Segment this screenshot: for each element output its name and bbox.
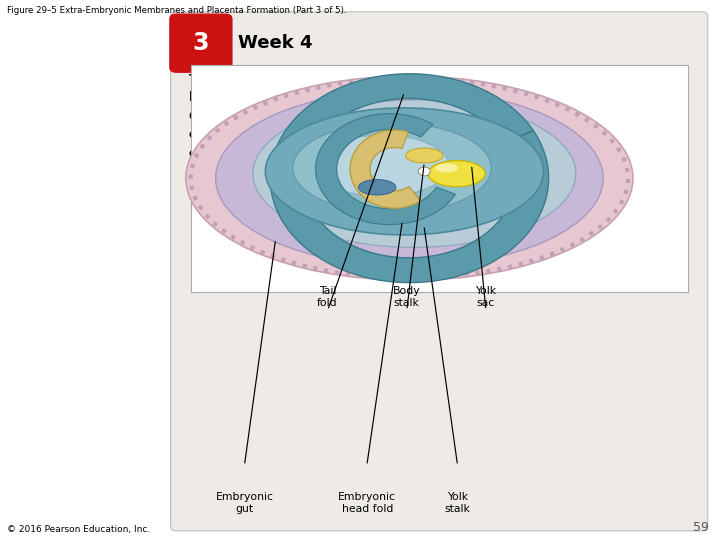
Ellipse shape: [253, 100, 576, 247]
FancyBboxPatch shape: [169, 14, 233, 73]
Ellipse shape: [292, 123, 491, 213]
Text: Yolk
stalk: Yolk stalk: [444, 492, 470, 514]
Bar: [191, 65, 688, 292]
Text: 59: 59: [693, 521, 709, 534]
Text: Body
stalk: Body stalk: [393, 286, 420, 308]
Polygon shape: [270, 74, 549, 282]
Text: Week 4: Week 4: [238, 34, 312, 52]
Ellipse shape: [186, 76, 633, 280]
Ellipse shape: [216, 90, 603, 267]
Text: Embryonic
gut: Embryonic gut: [216, 492, 274, 514]
Text: Embryonic
head fold: Embryonic head fold: [338, 492, 396, 514]
Text: © 2016 Pearson Education, Inc.: © 2016 Pearson Education, Inc.: [7, 524, 150, 534]
Ellipse shape: [315, 135, 449, 197]
Text: The embryo now has a
head fold and a tail fold.
Constriction of the
connections : The embryo now has a head fold and a tai…: [189, 73, 390, 197]
FancyBboxPatch shape: [171, 12, 708, 531]
Ellipse shape: [359, 180, 396, 195]
Polygon shape: [350, 130, 420, 208]
Ellipse shape: [405, 148, 443, 163]
Ellipse shape: [436, 164, 458, 173]
Polygon shape: [315, 114, 455, 225]
Text: Figure 29–5 Extra-Embryonic Membranes and Placenta Formation (Part 3 of 5).: Figure 29–5 Extra-Embryonic Membranes an…: [7, 6, 347, 16]
Text: 3: 3: [193, 31, 209, 55]
Text: Yolk
sac: Yolk sac: [475, 286, 497, 308]
Ellipse shape: [428, 160, 485, 187]
Circle shape: [418, 167, 431, 176]
Text: Tail
fold: Tail fold: [318, 286, 338, 308]
Ellipse shape: [265, 108, 544, 235]
